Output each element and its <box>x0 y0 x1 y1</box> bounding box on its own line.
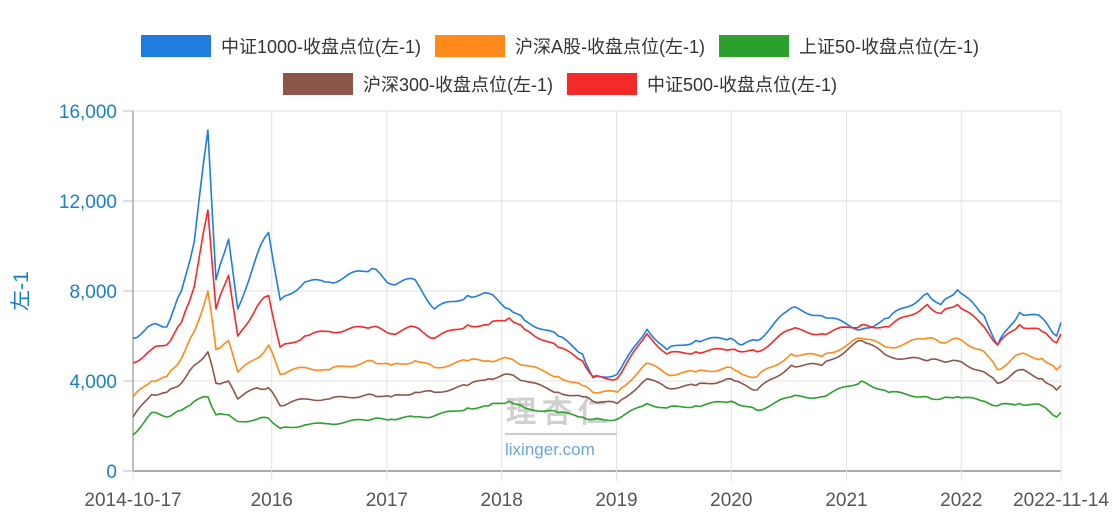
legend-label: 沪深300-收盘点位(左-1) <box>362 75 553 95</box>
x-tick-label: 2016 <box>251 490 293 511</box>
legend-label: 中证500-收盘点位(左-1) <box>647 75 838 95</box>
legend-swatch <box>435 35 505 57</box>
y-axis-label: 左-1 <box>10 271 33 311</box>
legend-swatch <box>140 35 211 57</box>
legend-swatch <box>282 73 353 95</box>
watermark-site: lixinger.com <box>505 440 595 459</box>
legend-item-csi500[interactable]: 中证500-收盘点位(左-1) <box>567 71 837 97</box>
legend-item-csi1000[interactable]: 中证1000-收盘点位(左-1) <box>140 33 421 59</box>
series-line-4 <box>132 209 1062 381</box>
y-tick-label: 16,000 <box>59 102 117 123</box>
series-line-2 <box>132 380 1062 436</box>
legend-row-2: 沪深300-收盘点位(左-1) 中证500-收盘点位(左-1) <box>0 71 1120 97</box>
x-tick-label: 2017 <box>366 490 408 511</box>
series-line-1 <box>132 290 1062 398</box>
y-tick-label: 4,000 <box>69 372 117 393</box>
y-tick-label: 8,000 <box>69 282 117 303</box>
legend-swatch <box>719 35 789 57</box>
legend-item-csi300[interactable]: 沪深300-收盘点位(左-1) <box>282 71 553 97</box>
y-tick-label: 0 <box>106 462 117 483</box>
x-tick-label: 2018 <box>481 490 523 511</box>
legend-row-1: 中证1000-收盘点位(左-1) 沪深A股-收盘点位(左-1) 上证50-收盘点… <box>0 33 1120 59</box>
x-tick-label: 2022-11-14 <box>1013 490 1109 511</box>
x-tick-label: 2020 <box>710 490 752 511</box>
legend-label: 上证50-收盘点位(左-1) <box>799 37 980 57</box>
series-line-3 <box>132 339 1062 418</box>
x-tick-label: 2014-10-17 <box>84 490 181 511</box>
legend-item-sse50[interactable]: 上证50-收盘点位(左-1) <box>719 33 979 59</box>
x-tick-label: 2019 <box>595 490 637 511</box>
x-tick-label: 2022 <box>940 490 982 511</box>
legend-item-a-share[interactable]: 沪深A股-收盘点位(左-1) <box>435 33 705 59</box>
legend-label: 中证1000-收盘点位(左-1) <box>220 37 421 57</box>
legend-label: 沪深A股-收盘点位(左-1) <box>515 37 705 57</box>
y-tick-label: 12,000 <box>59 192 117 213</box>
x-tick-label: 2021 <box>825 490 867 511</box>
legend-swatch <box>567 73 637 95</box>
